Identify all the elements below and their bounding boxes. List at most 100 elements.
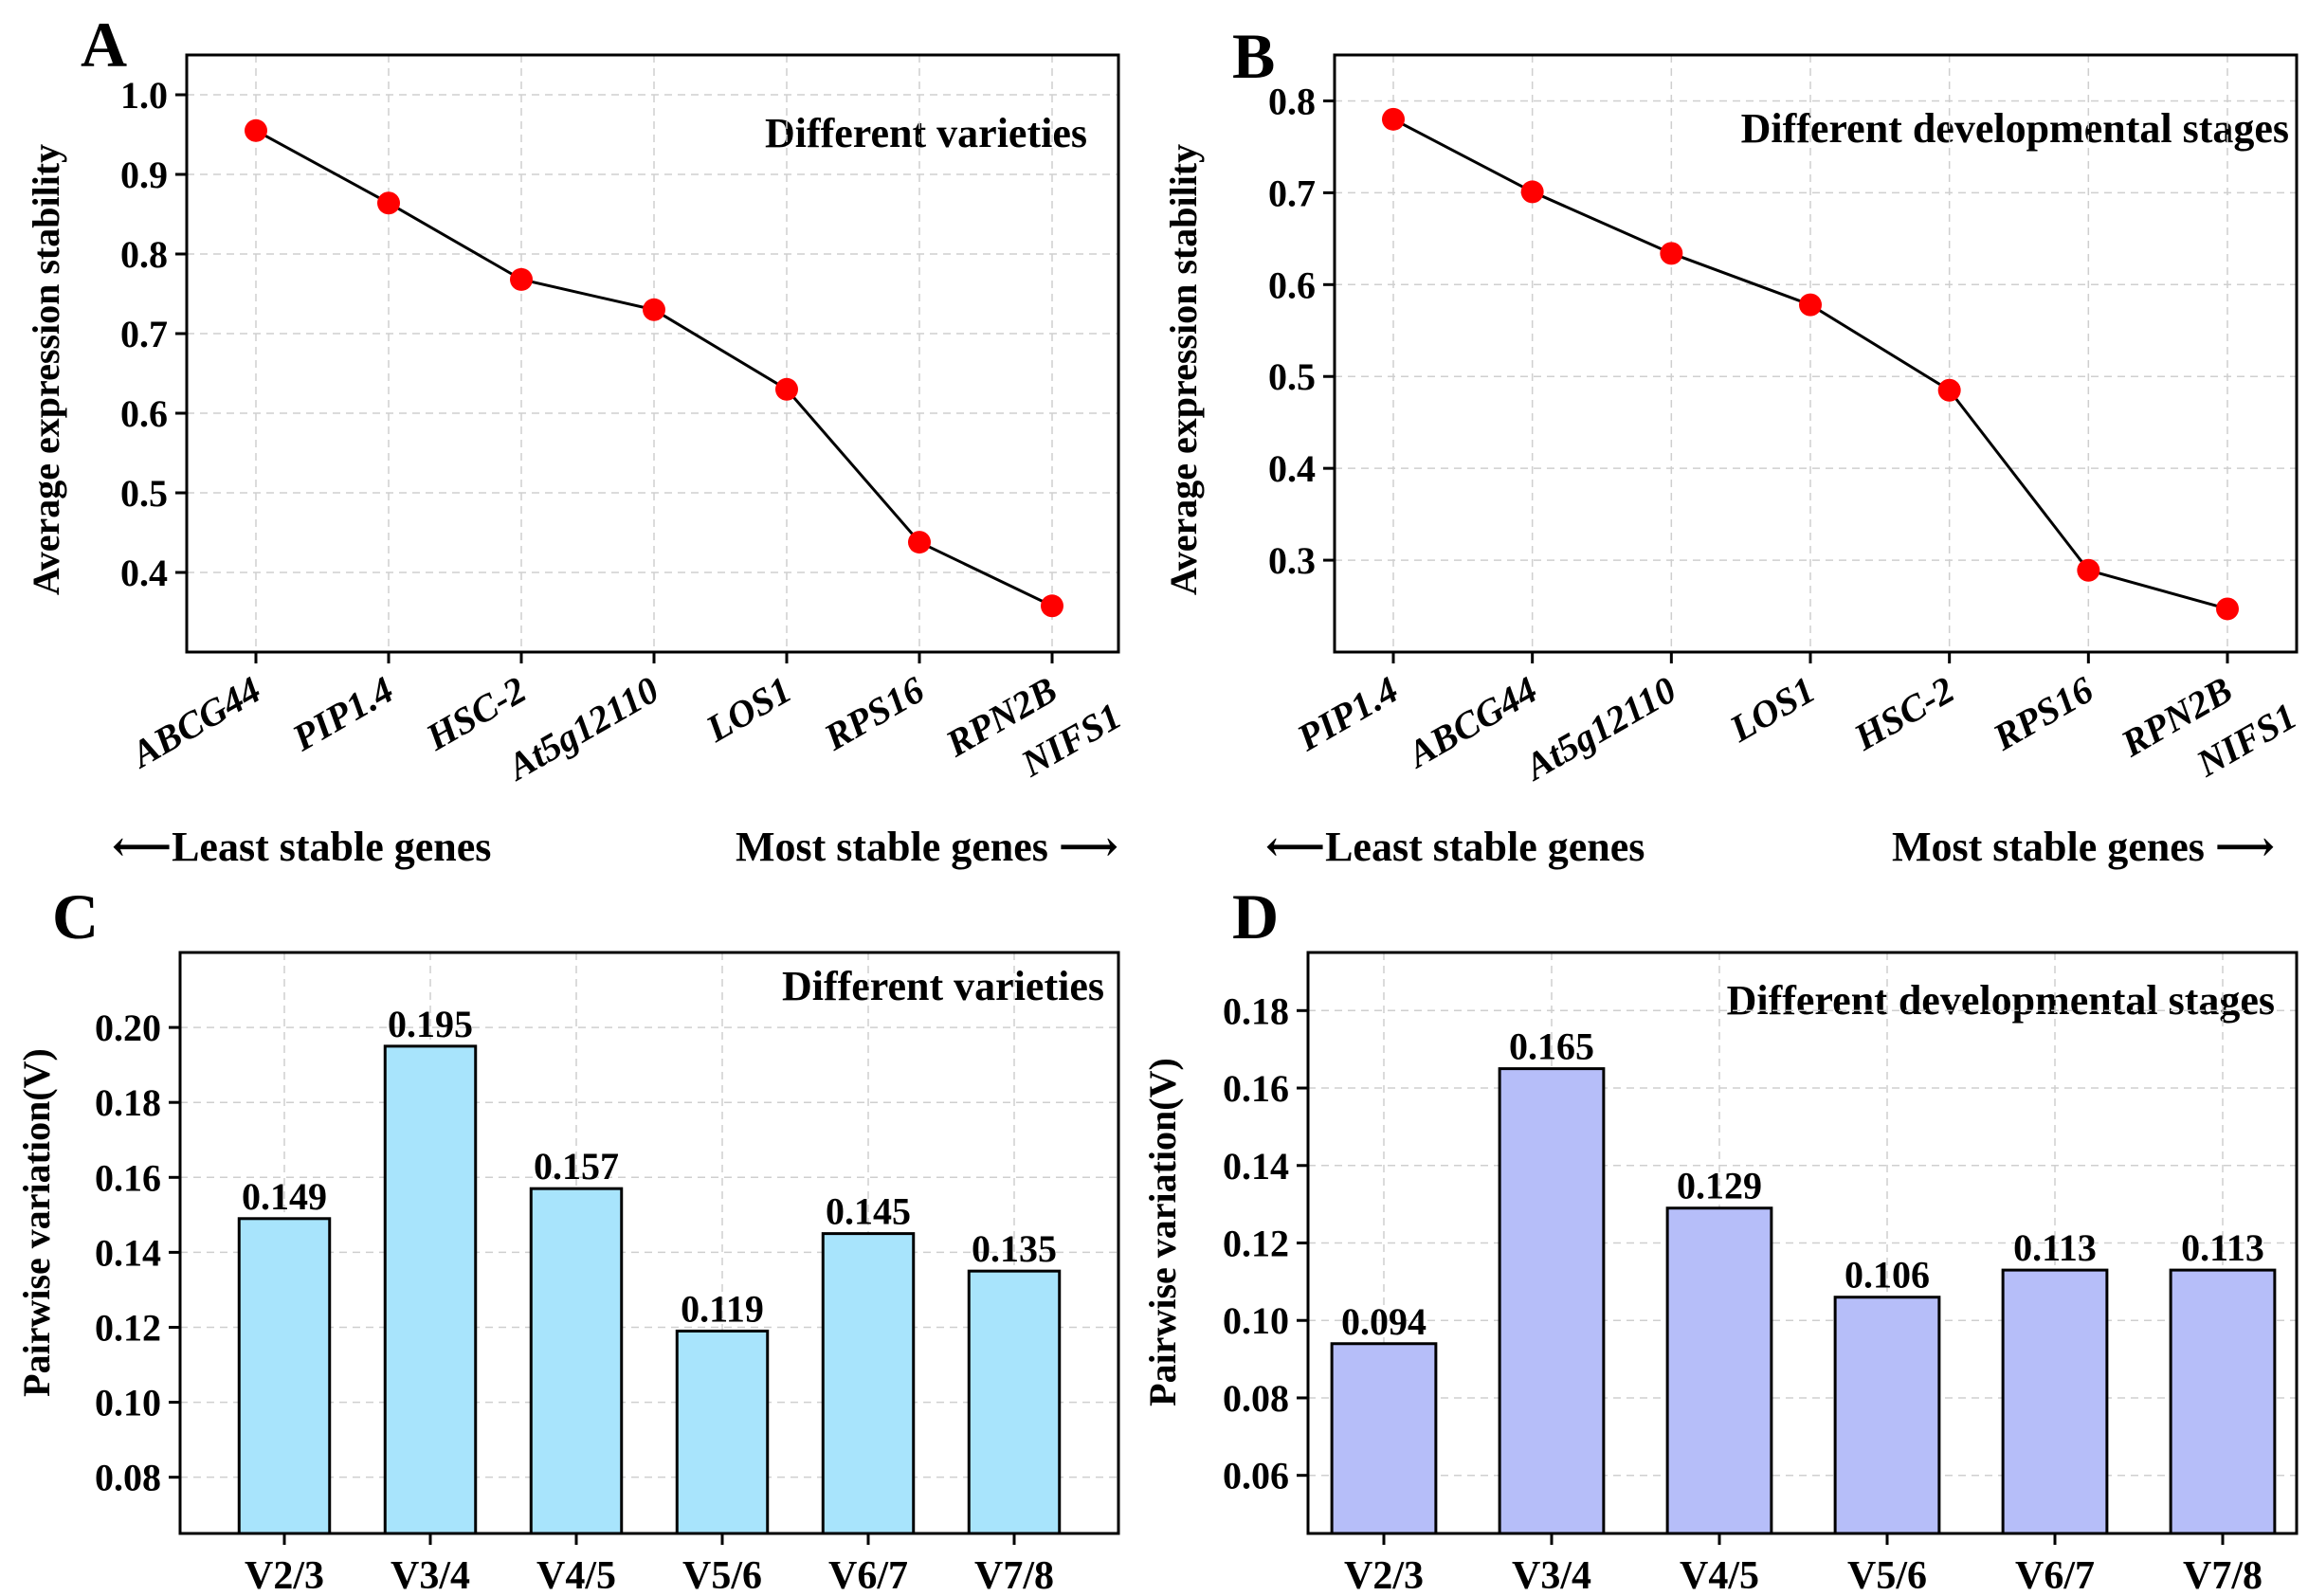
bar-d xyxy=(2169,1268,2277,1535)
y-tick-label-a: 0.5 xyxy=(120,472,168,515)
data-label-d: 0.113 xyxy=(2181,1226,2264,1269)
bar-d xyxy=(1833,1296,1941,1535)
x-tick-label-c: V3/4 xyxy=(391,1554,470,1596)
panel-label-b: B xyxy=(1232,20,1275,92)
x-tick-label-line: LOS1 xyxy=(698,668,798,751)
data-point-b xyxy=(1937,378,1961,402)
chart-title-b: Different developmental stages xyxy=(1741,105,2289,152)
bar-c xyxy=(675,1329,770,1535)
y-tick-label-b: 0.4 xyxy=(1268,447,1316,490)
y-axis-title-b: Average expression stability xyxy=(1162,144,1205,595)
panel-d: D Pairwise variation(V) Different develo… xyxy=(1141,880,2299,1596)
y-tick-label-c: 0.14 xyxy=(95,1231,161,1274)
bar-c xyxy=(967,1269,1062,1535)
data-point-a xyxy=(908,531,931,554)
x-tick-label-c: V7/8 xyxy=(974,1554,1054,1596)
x-tick-label-d: V7/8 xyxy=(2183,1554,2263,1596)
y-tick-label-c: 0.20 xyxy=(95,1007,161,1049)
x-tick-label-a: PIP1.4 xyxy=(284,668,400,760)
x-tick-label-b: LOS1 xyxy=(1721,668,1822,751)
x-tick-label-c: V4/5 xyxy=(536,1554,616,1596)
data-point-b xyxy=(1660,242,1683,265)
panel-label-a: A xyxy=(81,9,127,81)
footer-most-stable-a: Most stable genes ⟶ xyxy=(736,824,1118,870)
x-tick-label-c: V6/7 xyxy=(828,1554,908,1596)
x-tick-label-line: RPS16 xyxy=(816,668,932,759)
y-axis-title-a: Average expression stability xyxy=(25,144,67,595)
panel-c: C Pairwise variation(V) Different variet… xyxy=(15,880,1120,1596)
data-label-c: 0.119 xyxy=(681,1287,764,1330)
y-tick-label-d: 0.12 xyxy=(1223,1223,1289,1265)
y-axis-title-c: Pairwise variation(V) xyxy=(15,1048,58,1397)
y-tick-label-c: 0.10 xyxy=(95,1382,161,1424)
data-label-c: 0.157 xyxy=(534,1145,619,1188)
bar-c xyxy=(383,1044,478,1535)
x-tick-label-line: At5g12110 xyxy=(1516,668,1683,789)
x-tick-label-b: PIP1.4 xyxy=(1289,668,1405,760)
bar-d xyxy=(2001,1268,2109,1535)
x-tick-label-d: V6/7 xyxy=(2015,1554,2095,1596)
y-tick-label-c: 0.12 xyxy=(95,1306,161,1349)
y-tick-label-b: 0.8 xyxy=(1268,80,1316,122)
bar-d xyxy=(1498,1067,1606,1535)
y-tick-label-b: 0.6 xyxy=(1268,263,1316,306)
data-point-b xyxy=(1382,107,1405,131)
x-tick-label-b: At5g12110 xyxy=(1516,668,1683,789)
x-tick-label-a: At5g12110 xyxy=(498,668,665,789)
bar-c xyxy=(821,1232,916,1535)
y-tick-label-a: 0.8 xyxy=(120,233,168,276)
y-tick-label-d: 0.10 xyxy=(1223,1299,1289,1342)
data-point-a xyxy=(775,377,798,401)
data-point-b xyxy=(1520,180,1544,204)
bar-d xyxy=(1665,1206,1773,1535)
data-point-a xyxy=(1041,594,1063,618)
chart-title-a: Different varieties xyxy=(765,110,1087,156)
y-tick-label-d: 0.08 xyxy=(1223,1377,1289,1420)
data-label-c: 0.195 xyxy=(388,1003,473,1045)
data-point-a xyxy=(377,191,400,215)
chart-title-c: Different varieties xyxy=(782,963,1104,1009)
y-tick-label-d: 0.16 xyxy=(1223,1067,1289,1110)
plot-frame-c xyxy=(178,951,1120,1535)
data-label-d: 0.129 xyxy=(1677,1165,1762,1207)
footer-least-stable-b: ⟵Least stable genes xyxy=(1265,824,1645,870)
plot-frame-b xyxy=(1333,53,2299,654)
y-tick-label-d: 0.14 xyxy=(1223,1145,1289,1188)
panel-label-c: C xyxy=(52,880,99,952)
y-tick-label-c: 0.16 xyxy=(95,1156,161,1199)
data-label-c: 0.145 xyxy=(826,1190,911,1233)
data-label-c: 0.149 xyxy=(242,1175,327,1218)
bar-c xyxy=(529,1187,624,1535)
x-tick-label-a: RPN2BNIFS1 xyxy=(937,646,1128,813)
x-tick-label-d: V2/3 xyxy=(1344,1554,1424,1596)
footer-most-stable-b: Most stable genes ⟶ xyxy=(1892,824,2275,870)
x-tick-label-b: RPS16 xyxy=(1985,668,2100,759)
data-point-b xyxy=(2077,558,2100,582)
x-tick-label-line: PIP1.4 xyxy=(284,668,400,760)
chart-title-d: Different developmental stages xyxy=(1727,977,2275,1024)
x-tick-label-line: RPS16 xyxy=(1985,668,2100,759)
y-tick-label-a: 0.6 xyxy=(120,392,168,435)
x-tick-label-line: PIP1.4 xyxy=(1289,668,1405,760)
x-tick-label-c: V5/6 xyxy=(682,1554,762,1596)
data-label-d: 0.113 xyxy=(2013,1226,2097,1269)
y-tick-label-a: 1.0 xyxy=(120,74,168,117)
data-label-d: 0.094 xyxy=(1341,1300,1427,1343)
data-point-b xyxy=(2216,597,2239,621)
y-tick-label-c: 0.18 xyxy=(95,1081,161,1124)
x-tick-label-line: At5g12110 xyxy=(498,668,665,789)
y-tick-label-b: 0.5 xyxy=(1268,355,1316,398)
panel-b: B Average expression stability Different… xyxy=(1162,20,2303,870)
x-tick-label-line: LOS1 xyxy=(1721,668,1822,751)
x-tick-label-a: RPS16 xyxy=(816,668,932,759)
data-point-a xyxy=(510,267,533,291)
bar-c xyxy=(237,1217,332,1535)
y-tick-label-a: 0.4 xyxy=(120,552,168,594)
data-point-a xyxy=(643,298,665,321)
y-tick-label-b: 0.7 xyxy=(1268,172,1316,214)
data-label-c: 0.135 xyxy=(972,1227,1057,1270)
panel-label-d: D xyxy=(1232,880,1279,952)
data-point-b xyxy=(1799,293,1822,317)
data-label-d: 0.165 xyxy=(1509,1025,1594,1068)
